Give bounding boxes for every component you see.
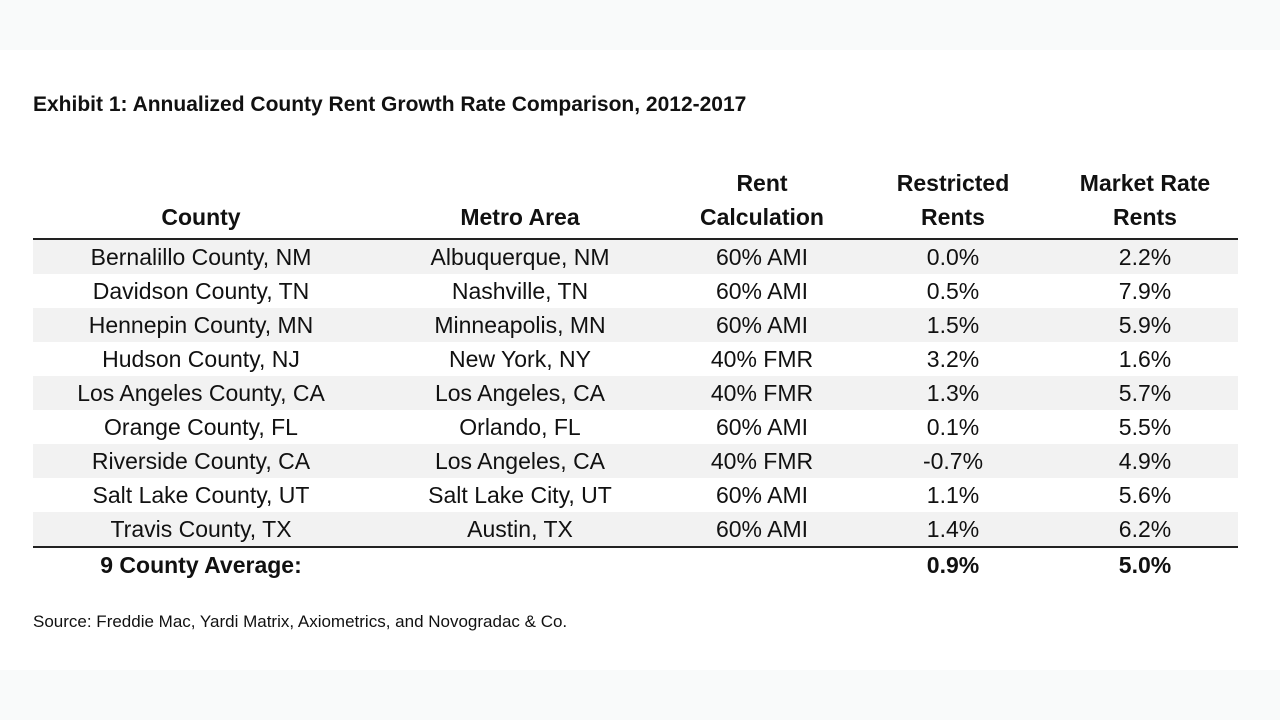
cell-metro-area: Los Angeles, CA xyxy=(434,380,606,406)
table-header: County Metro Area Rent Calculation Restrict… xyxy=(33,168,1238,240)
cell-restricted-rents: -0.7% xyxy=(922,448,984,474)
cell-market-rate-rents: 7.9% xyxy=(1118,278,1172,304)
cell-restricted-rents: 0.1% xyxy=(926,414,980,440)
cell-restricted-rents: 1.5% xyxy=(926,312,980,338)
cell-market-rate-rents: 5.5% xyxy=(1118,414,1172,440)
column-header-line2: Metro Area xyxy=(460,204,580,230)
average-label: 9 County Average: xyxy=(100,552,302,578)
cell-county: Travis County, TX xyxy=(110,516,292,542)
average-row: 9 County Average: 0.9% 5.0% xyxy=(33,548,1238,582)
cell-market-rate-rents: 2.2% xyxy=(1118,244,1172,270)
cell-rent-calculation: 60% AMI xyxy=(715,414,809,440)
column-header-restricted-rents: Restricted Rents xyxy=(897,166,1009,234)
column-header-metro-area: Metro Area xyxy=(460,166,579,234)
table-row: Riverside County, CA Los Angeles, CA 40% F… xyxy=(33,444,1238,478)
cell-market-rate-rents: 5.6% xyxy=(1118,482,1172,508)
cell-metro-area: Salt Lake City, UT xyxy=(428,482,612,508)
exhibit-title: Exhibit 1: Annualized County Rent Growth… xyxy=(33,93,747,116)
cell-metro-area: Minneapolis, MN xyxy=(434,312,606,338)
column-header-line1: Restricted xyxy=(896,170,1010,196)
table-row: Orange County, FL Orlando, FL 60% AMI 0.1% 5… xyxy=(33,410,1238,444)
table-row: Bernalillo County, NM Albuquerque, NM 60% … xyxy=(33,240,1238,274)
column-header-line2: Calculation xyxy=(700,204,824,230)
column-header-rent-calculation: Rent Calculation xyxy=(700,166,824,234)
average-restricted: 0.9% xyxy=(926,552,980,578)
cell-market-rate-rents: 5.9% xyxy=(1118,312,1172,338)
cell-county: Davidson County, TN xyxy=(92,278,310,304)
source-note: Source: Freddie Mac, Yardi Matrix, Axiom… xyxy=(33,612,568,631)
column-header-line2: County xyxy=(161,204,241,230)
cell-county: Hennepin County, MN xyxy=(88,312,314,338)
column-header-line1: Market Rate xyxy=(1079,170,1211,196)
table-row: Los Angeles County, CA Los Angeles, CA 40%… xyxy=(33,376,1238,410)
cell-market-rate-rents: 1.6% xyxy=(1118,346,1172,372)
column-header-line1: Rent xyxy=(736,170,788,196)
cell-county: Hudson County, NJ xyxy=(102,346,300,372)
cell-rent-calculation: 60% AMI xyxy=(715,244,809,270)
cell-rent-calculation: 60% AMI xyxy=(715,278,809,304)
cell-rent-calculation: 60% AMI xyxy=(715,312,809,338)
cell-rent-calculation: 40% FMR xyxy=(710,346,814,372)
cell-county: Bernalillo County, NM xyxy=(90,244,312,270)
cell-metro-area: Albuquerque, NM xyxy=(430,244,610,270)
cell-metro-area: Orlando, FL xyxy=(459,414,581,440)
cell-metro-area: Austin, TX xyxy=(467,516,573,542)
average-market: 5.0% xyxy=(1118,552,1172,578)
table-row: Salt Lake County, UT Salt Lake City, UT 60… xyxy=(33,478,1238,512)
table-row: Hudson County, NJ New York, NY 40% FMR 3.2%… xyxy=(33,342,1238,376)
cell-restricted-rents: 1.1% xyxy=(926,482,980,508)
rent-growth-table: County Metro Area Rent Calculation Restrict… xyxy=(33,168,1238,582)
cell-rent-calculation: 40% FMR xyxy=(710,448,814,474)
column-header-line2: Rents xyxy=(921,204,985,230)
cell-restricted-rents: 1.3% xyxy=(926,380,980,406)
cell-county: Salt Lake County, UT xyxy=(92,482,310,508)
total-divider xyxy=(33,546,1238,548)
table-row: Travis County, TX Austin, TX 60% AMI 1.4% 6.… xyxy=(33,512,1238,546)
cell-county: Riverside County, CA xyxy=(91,448,311,474)
cell-county: Orange County, FL xyxy=(104,414,298,440)
cell-rent-calculation: 60% AMI xyxy=(715,516,809,542)
cell-restricted-rents: 1.4% xyxy=(926,516,980,542)
cell-rent-calculation: 60% AMI xyxy=(715,482,809,508)
cell-rent-calculation: 40% FMR xyxy=(710,380,814,406)
column-header-line1 xyxy=(460,166,579,200)
cell-restricted-rents: 0.5% xyxy=(926,278,980,304)
table-row: Davidson County, TN Nashville, TN 60% AMI 0… xyxy=(33,274,1238,308)
column-header-county: County xyxy=(161,166,240,234)
column-header-market-rate-rents: Market Rate Rents xyxy=(1080,166,1210,234)
cell-restricted-rents: 3.2% xyxy=(926,346,980,372)
column-header-line2: Rents xyxy=(1113,204,1177,230)
column-header-line1 xyxy=(161,166,240,200)
bottom-band xyxy=(0,670,1280,720)
table-row: Hennepin County, MN Minneapolis, MN 60% AM… xyxy=(33,308,1238,342)
cell-metro-area: Los Angeles, CA xyxy=(434,448,606,474)
cell-metro-area: Nashville, TN xyxy=(451,278,589,304)
cell-county: Los Angeles County, CA xyxy=(77,380,325,406)
top-band xyxy=(0,0,1280,50)
cell-restricted-rents: 0.0% xyxy=(926,244,980,270)
cell-market-rate-rents: 5.7% xyxy=(1118,380,1172,406)
cell-market-rate-rents: 6.2% xyxy=(1118,516,1172,542)
cell-metro-area: New York, NY xyxy=(449,346,591,372)
table-body: Bernalillo County, NM Albuquerque, NM 60% … xyxy=(33,240,1238,546)
cell-market-rate-rents: 4.9% xyxy=(1118,448,1172,474)
